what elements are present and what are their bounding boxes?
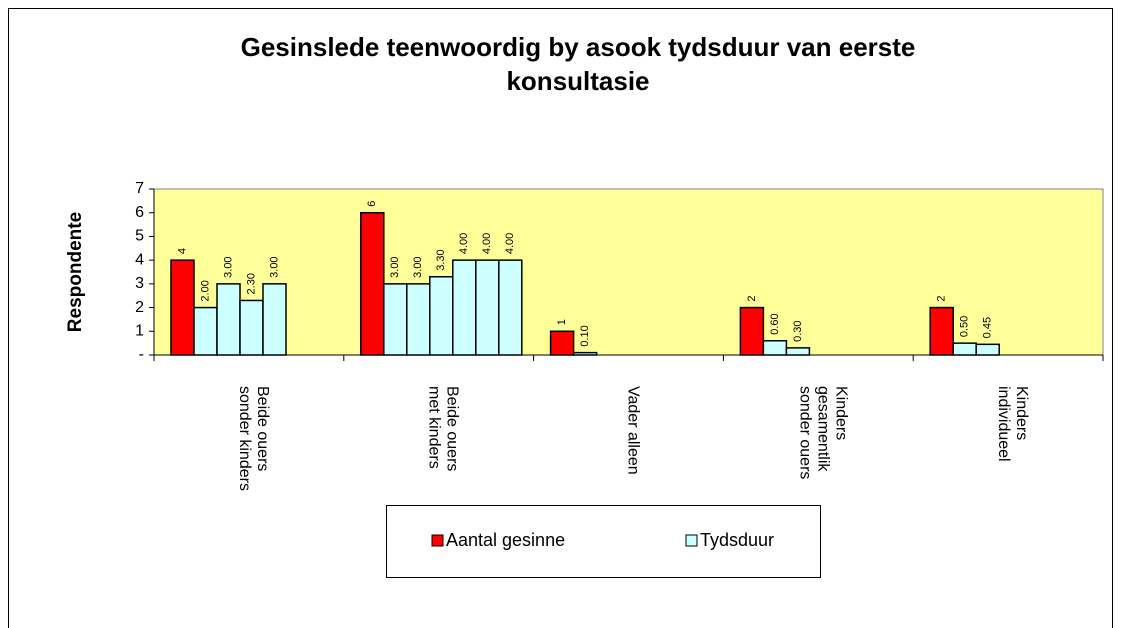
value-label: 4.00	[481, 233, 493, 254]
legend-label: Aantal gesinne	[446, 530, 565, 550]
bar	[785, 347, 811, 356]
legend	[386, 505, 821, 578]
y-tick-label: 6	[135, 204, 144, 221]
value-label: 2	[746, 295, 758, 301]
value-label: 3.00	[389, 256, 401, 277]
chart-frame	[8, 8, 1113, 628]
bar	[572, 351, 598, 356]
value-label: 0.30	[792, 320, 804, 341]
bar	[262, 283, 287, 356]
bar	[762, 340, 788, 356]
value-label: 0.60	[769, 313, 781, 334]
y-axis-label: Respondente	[65, 212, 86, 332]
bar	[549, 330, 575, 356]
bar	[193, 306, 218, 356]
y-tick-label: 3	[135, 275, 144, 292]
bar	[952, 342, 977, 356]
value-label: 3.00	[222, 256, 234, 277]
value-label: 2	[936, 295, 948, 301]
x-tick-label: Kinders individueel	[995, 386, 1031, 462]
bar	[406, 283, 431, 356]
x-tick-label: Vader alleen	[624, 386, 642, 475]
value-label: 3.00	[268, 256, 280, 277]
y-tick-label: 4	[135, 251, 144, 268]
value-label: 4.00	[458, 233, 470, 254]
bar	[429, 275, 454, 356]
value-label: 0.45	[982, 317, 994, 338]
legend-swatch	[431, 534, 444, 547]
legend-label: Tydsduur	[700, 530, 774, 550]
bar	[170, 259, 195, 356]
bar	[975, 343, 1000, 356]
value-label: 3.30	[435, 249, 447, 270]
bar	[498, 259, 523, 356]
y-tick-label: 5	[135, 228, 144, 245]
x-tick-label: Beide ouers sonder kinders	[235, 386, 271, 491]
bar	[216, 283, 241, 356]
bar	[452, 259, 477, 356]
chart-title: Gesinslede teenwoordig by asook tydsduur…	[240, 32, 916, 96]
value-label: 0.50	[959, 316, 971, 337]
value-label: 3.00	[412, 256, 424, 277]
bar	[475, 259, 500, 356]
bar	[739, 306, 765, 356]
y-tick-label: 7	[135, 180, 144, 197]
legend-swatch	[685, 534, 698, 547]
value-label: 2.30	[245, 273, 257, 294]
value-label: 0.10	[579, 325, 591, 346]
value-label: 1	[556, 319, 568, 325]
y-tick-label: 1	[135, 323, 144, 340]
x-tick-label: Beide ouers met kinders	[425, 386, 461, 472]
value-label: 2.00	[199, 280, 211, 301]
value-label: 4.00	[504, 233, 516, 254]
bar	[239, 299, 264, 356]
bar	[360, 211, 385, 356]
x-tick-label: Kinders gesamentlik sonder ouers	[796, 386, 850, 480]
value-label: 6	[366, 201, 378, 207]
y-tick-label: 2	[135, 299, 144, 316]
bar	[383, 283, 408, 356]
value-label: 4	[176, 248, 188, 254]
bar	[929, 306, 954, 356]
y-tick-label: -	[139, 346, 144, 363]
